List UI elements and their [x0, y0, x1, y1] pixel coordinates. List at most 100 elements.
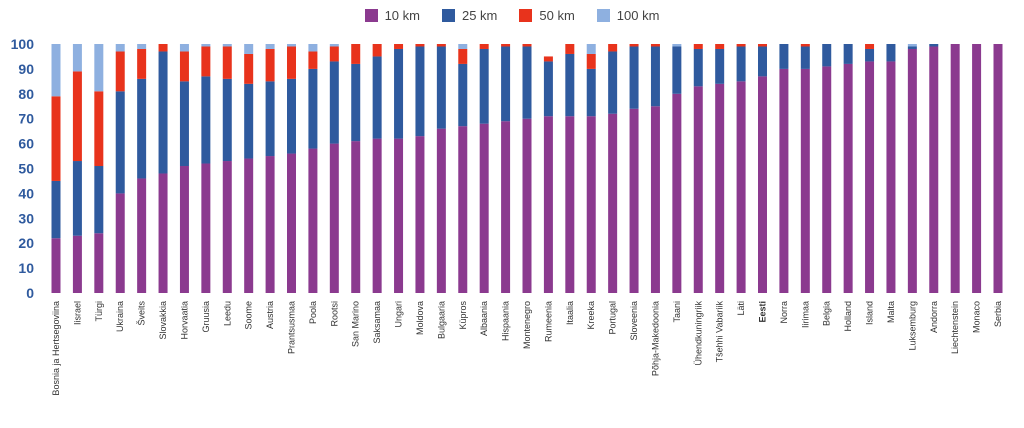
bar-segment-100km: [329, 44, 339, 47]
x-tick-label: Horvaatia: [179, 301, 189, 340]
y-tick-label: 100: [11, 36, 35, 52]
bar-segment-10km: [715, 83, 725, 293]
x-tick-label: Rootsi: [329, 301, 339, 327]
x-tick-label: Eesti: [758, 301, 768, 323]
bar-segment-10km: [758, 76, 767, 294]
bar-segment-25km: [394, 48, 404, 139]
bar-segment-50km: [715, 44, 725, 49]
bar-segment-25km: [265, 81, 275, 157]
bar-segment-10km: [222, 161, 232, 293]
x-tick-label: Ühendkuningriik: [693, 301, 703, 366]
bar-segment-25km: [886, 44, 896, 62]
bar-segment-25km: [458, 63, 468, 127]
bar-segment-50km: [372, 44, 382, 57]
bar-segment-10km: [94, 233, 104, 293]
y-tick-label: 0: [26, 285, 34, 301]
y-tick-label: 50: [18, 161, 34, 177]
bar-segment-10km: [72, 235, 82, 293]
bar-segment-10km: [115, 193, 125, 293]
bar-segment-25km: [715, 48, 725, 84]
bar-segment-10km: [629, 108, 639, 294]
x-tick-label: Läti: [736, 301, 746, 316]
bar-segment-25km: [650, 46, 660, 107]
bar-segment-25km: [415, 46, 425, 137]
bar-segment-100km: [672, 44, 682, 47]
bar-segment-100km: [115, 44, 125, 52]
bar-segment-10km: [865, 61, 875, 294]
bar-segment-10km: [543, 116, 553, 294]
bar-segment-100km: [201, 44, 211, 47]
bar-segment-100km: [179, 44, 189, 52]
bar-segment-25km: [158, 51, 168, 174]
bar-segment-25km: [565, 53, 575, 117]
x-tick-label: Norra: [779, 301, 789, 324]
bar-segment-100km: [72, 44, 82, 72]
bar-segment-10km: [565, 116, 575, 294]
bar-segment-25km: [501, 46, 511, 122]
bar-segment-25km: [779, 44, 789, 69]
bar-segment-10km: [479, 123, 489, 294]
bar-segment-10km: [308, 148, 318, 293]
bar-segment-50km: [586, 53, 596, 69]
x-tick-label: San Marino: [351, 301, 361, 347]
bar-segment-50km: [94, 91, 104, 167]
y-tick-label: 60: [18, 136, 34, 152]
bar-segment-25km: [94, 166, 104, 234]
bar-segment-25km: [201, 76, 211, 164]
x-tick-label: Monaco: [972, 301, 982, 333]
bar-segment-25km: [843, 44, 853, 64]
bar-segment-10km: [950, 44, 960, 293]
bar-segment-50km: [51, 96, 61, 181]
bar-segment-10km: [672, 93, 682, 293]
bar-segment-50km: [608, 44, 618, 52]
bar-segment-10km: [993, 44, 1003, 293]
x-tick-label: Island: [865, 301, 875, 325]
bar-segment-50km: [800, 44, 810, 47]
bar-segment-10km: [907, 48, 917, 294]
bar-segment-50km: [329, 46, 339, 62]
legend-label: 10 km: [384, 8, 420, 23]
bar-segment-50km: [501, 44, 511, 47]
bar-segment-25km: [865, 48, 875, 62]
bar-segment-50km: [394, 44, 404, 49]
bar-segment-50km: [72, 71, 82, 162]
bar-segment-25km: [608, 51, 618, 114]
bar-segment-50km: [479, 44, 489, 49]
bar-segment-10km: [51, 238, 61, 293]
bar-segment-10km: [137, 178, 147, 293]
bar-segment-10km: [608, 113, 618, 293]
bar-segment-50km: [629, 44, 639, 47]
y-tick-label: 20: [18, 235, 34, 251]
bar-segment-50km: [758, 44, 767, 47]
bar-segment-50km: [308, 51, 318, 69]
bar-segment-10km: [287, 153, 296, 293]
bar-segment-10km: [886, 61, 896, 294]
bar-segment-50km: [865, 44, 875, 49]
bar-segment-25km: [907, 46, 917, 49]
bar-segment-25km: [244, 83, 254, 159]
bar-segment-25km: [822, 44, 832, 67]
legend-label: 100 km: [616, 8, 660, 23]
bar-segment-50km: [287, 46, 296, 79]
bar-segment-10km: [972, 44, 982, 293]
bar-segment-100km: [244, 44, 254, 54]
bar-segment-25km: [351, 63, 361, 142]
x-tick-label: Türgi: [94, 301, 104, 322]
x-tick-label: Liechtenstein: [950, 301, 960, 354]
x-tick-label: Hispaania: [501, 301, 511, 341]
legend-label: 25 km: [461, 8, 498, 23]
x-tick-label: Ukraina: [115, 301, 125, 332]
legend-item: 50 km: [519, 8, 575, 23]
bar-segment-50km: [458, 48, 468, 64]
bar-segment-50km: [201, 46, 211, 77]
bar-segment-10km: [394, 138, 404, 293]
x-tick-label: Iirimaa: [800, 301, 810, 328]
x-tick-label: Soome: [244, 301, 254, 330]
x-tick-label: Bulgaaria: [436, 301, 446, 339]
bar-segment-25km: [115, 91, 125, 194]
x-tick-label: Moldova: [415, 301, 425, 335]
bar-segment-100km: [137, 44, 147, 49]
x-tick-label: Slovakkia: [158, 301, 168, 340]
bar-segment-10km: [501, 121, 511, 293]
bar-segment-10km: [436, 128, 446, 293]
